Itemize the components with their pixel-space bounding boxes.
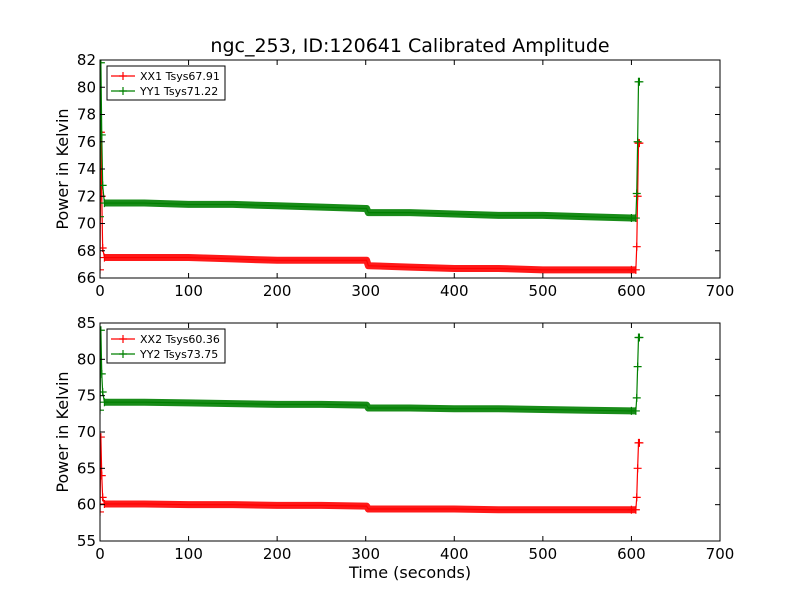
series-point-marker: [632, 189, 641, 198]
x-axis-label: Time (seconds): [348, 563, 471, 582]
series-point-marker: [100, 507, 104, 516]
y-tick-label: 85: [77, 314, 96, 332]
y-tick-label: 78: [77, 106, 96, 124]
series-point-marker: [635, 438, 644, 447]
series-point-marker: [100, 130, 106, 139]
series-point-marker: [631, 214, 640, 223]
x-tick-label: 200: [263, 545, 292, 563]
y-axis-label: Power in Kelvin: [53, 108, 72, 229]
series-point-marker: [633, 362, 642, 371]
series-point-marker: [100, 398, 109, 407]
y-tick-label: 75: [77, 387, 96, 405]
series-point-marker: [631, 265, 640, 274]
y-tick-label: 66: [77, 269, 96, 287]
series-point-marker: [632, 393, 641, 402]
series-noise-band: [104, 500, 636, 514]
series-2-group: [100, 60, 644, 223]
series-2-group: [100, 326, 644, 415]
x-tick-label: 700: [706, 282, 735, 300]
y-tick-label: 76: [77, 133, 96, 151]
series-point-marker: [635, 77, 644, 86]
legend-box: [106, 65, 226, 101]
y-tick-label: 82: [77, 51, 96, 69]
series-noise-band: [104, 254, 636, 274]
legend-swatch-marker: [119, 87, 127, 95]
series-1-group: [100, 433, 644, 516]
x-tick-label: 100: [174, 545, 203, 563]
x-tick-label: 200: [263, 282, 292, 300]
series-point-marker: [100, 499, 109, 508]
y-tick-label: 80: [77, 78, 96, 96]
x-tick-label: 600: [617, 545, 646, 563]
series-point-marker: [635, 333, 644, 342]
series-point-marker: [100, 493, 107, 502]
series-point-marker: [100, 265, 104, 274]
y-tick-label: 80: [77, 350, 96, 368]
series-point-marker: [631, 406, 640, 415]
series-point-marker: [635, 139, 644, 148]
series-point-marker: [100, 253, 109, 262]
x-tick-label: 300: [351, 545, 380, 563]
legend-swatch-marker: [119, 72, 127, 80]
legend-entry-label: YY2 Tsys73.75: [139, 348, 218, 361]
series-point-marker: [100, 212, 104, 221]
y-axis-label: Power in Kelvin: [53, 371, 72, 492]
y-tick-label: 68: [77, 242, 96, 260]
series-point-marker: [632, 493, 641, 502]
series-point-marker: [100, 369, 106, 378]
series-point-marker: [100, 471, 106, 480]
x-tick-label: 600: [617, 282, 646, 300]
x-tick-label: 100: [174, 282, 203, 300]
series-point-marker: [100, 433, 105, 442]
x-tick-label: 400: [440, 545, 469, 563]
series-point-marker: [100, 406, 104, 415]
bottom-panel: 0 100 200 300 400 500 600 700 55 60 65 70 75 80 85 Powe…: [53, 314, 734, 563]
y-tick-label: 65: [77, 459, 96, 477]
x-tick-label: 400: [440, 282, 469, 300]
x-tick-label: 700: [706, 545, 735, 563]
x-tick-label: 500: [529, 282, 558, 300]
legend-swatch-marker: [119, 350, 127, 358]
top-panel: 0 100 200 300 400 500 600 700 66 68 70 72 74 76 78 80 82…: [53, 51, 734, 300]
series-noise-band: [104, 199, 636, 222]
legend-entry-label: XX2 Tsys60.36: [140, 333, 220, 346]
x-tick-label: 500: [529, 545, 558, 563]
legend-swatch-marker: [119, 335, 127, 343]
x-tick-label: 300: [351, 282, 380, 300]
series-point-marker: [631, 505, 640, 514]
y-tick-label: 60: [77, 496, 96, 514]
y-tick-label: 74: [77, 160, 96, 178]
y-tick-label: 70: [77, 215, 96, 233]
x-tick-label: 0: [95, 545, 105, 563]
x-tick-label: 0: [95, 282, 105, 300]
series-point-marker: [100, 181, 107, 190]
series-point-marker: [632, 242, 641, 251]
legend-entry-label: YY1 Tsys71.22: [139, 85, 218, 98]
y-tick-label: 55: [77, 532, 96, 550]
series-point-marker: [100, 199, 109, 208]
series-noise-band: [104, 398, 636, 415]
series-1-group: [100, 128, 644, 274]
series-point-marker: [100, 326, 105, 335]
series-point-marker: [633, 137, 642, 146]
legend-box: [106, 328, 226, 364]
series-point-marker: [633, 464, 642, 473]
series-point-marker: [100, 388, 107, 397]
legend-entry-label: XX1 Tsys67.91: [140, 70, 220, 83]
y-tick-label: 72: [77, 187, 96, 205]
y-tick-label: 70: [77, 423, 96, 441]
chart-title: ngc_253, ID:120641 Calibrated Amplitude: [210, 35, 609, 57]
